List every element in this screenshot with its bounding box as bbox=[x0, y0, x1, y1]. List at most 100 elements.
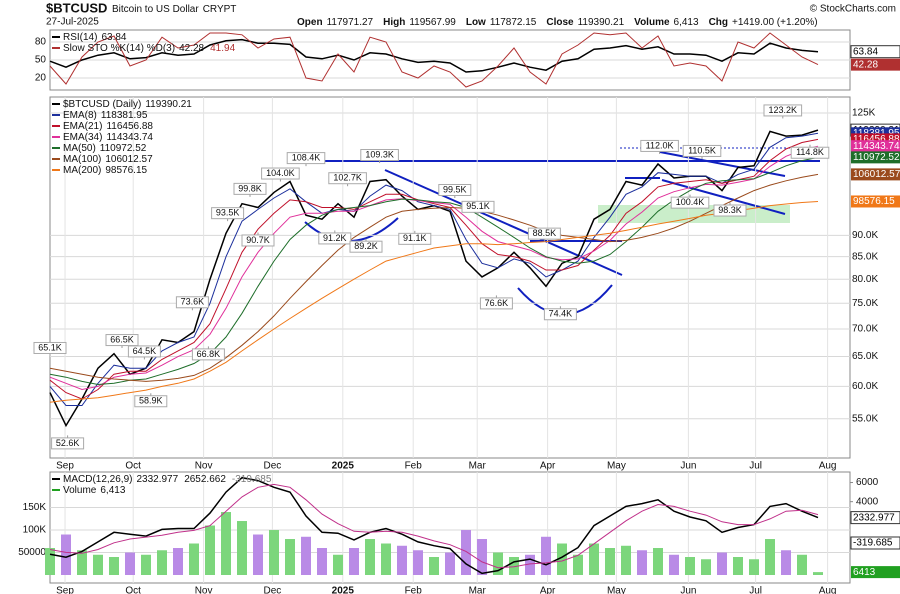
value-box-label: 2332.977 bbox=[853, 512, 895, 523]
legend-value: 2332.977 bbox=[136, 474, 178, 485]
x-tick-label: Aug bbox=[819, 461, 837, 472]
volume-bar bbox=[429, 557, 439, 575]
annotation-label: 88.5K bbox=[533, 228, 557, 238]
volume-bar bbox=[637, 550, 647, 575]
volume-bar bbox=[605, 548, 615, 575]
y-tick-label: 60.0K bbox=[852, 381, 878, 392]
series-line bbox=[49, 173, 819, 382]
value-box bbox=[850, 536, 900, 550]
series-line bbox=[49, 38, 819, 73]
legend-entry: EMA(34) 114343.74 bbox=[63, 132, 153, 143]
annotation-box bbox=[438, 183, 472, 196]
x-tick-label: Feb bbox=[405, 586, 423, 594]
quote-value: 117872.15 bbox=[490, 17, 537, 28]
x-tick-label: Jul bbox=[749, 586, 762, 594]
y-tick-label: 20 bbox=[35, 73, 47, 84]
annotation-box bbox=[479, 297, 513, 310]
date: 27-Jul-2025 bbox=[46, 17, 99, 28]
annotation-box bbox=[360, 149, 399, 162]
annotation-box bbox=[318, 232, 352, 245]
annotation-label: 98.3K bbox=[718, 205, 742, 215]
volume-bar bbox=[93, 554, 103, 575]
value-box-label: 6413 bbox=[853, 567, 876, 578]
value-box-label: 98576.15 bbox=[853, 196, 895, 207]
quote-value: 117971.27 bbox=[327, 17, 374, 28]
value-box bbox=[851, 195, 900, 208]
volume-bar bbox=[557, 543, 567, 575]
annotation-box bbox=[233, 182, 267, 195]
symbol: $BTCUSD bbox=[46, 0, 107, 15]
annotation-label: 100.4K bbox=[676, 197, 705, 207]
series-line bbox=[49, 156, 819, 386]
legend-entry: Volume 6,413 bbox=[63, 485, 126, 496]
annotation-label: 114.8K bbox=[796, 147, 824, 157]
volume-bar bbox=[365, 539, 375, 575]
annotation-box bbox=[51, 437, 85, 450]
volume-bar bbox=[61, 534, 71, 575]
legend-entry: MA(100) 106012.57 bbox=[63, 154, 153, 165]
x-tick-label: Nov bbox=[195, 461, 213, 472]
volume-bar bbox=[413, 550, 423, 575]
volume-bar bbox=[333, 554, 343, 575]
annotation-label: 74.4K bbox=[549, 309, 573, 319]
annotation-box bbox=[349, 240, 383, 253]
quote-label: High bbox=[383, 17, 405, 28]
legend-name: RSI(14) bbox=[63, 32, 97, 43]
legend-value: 116456.88 bbox=[106, 121, 153, 132]
annotation-label: 52.6K bbox=[56, 438, 80, 448]
volume-bar bbox=[141, 554, 151, 575]
legend-name: $BTCUSD (Daily) bbox=[63, 99, 141, 110]
y-tick-label: 80 bbox=[35, 37, 47, 48]
value-box-label: -319.685 bbox=[853, 538, 893, 549]
y-tick-label: 70.0K bbox=[852, 324, 878, 335]
legend-name: MACD(12,26,9) bbox=[63, 474, 132, 485]
annotation-box bbox=[682, 144, 722, 157]
annotation-label: 95.1K bbox=[466, 201, 490, 211]
x-tick-label: Dec bbox=[264, 586, 282, 594]
volume-bar bbox=[301, 536, 311, 575]
legend-value: 6,413 bbox=[100, 485, 125, 496]
legend-name: MA(100) bbox=[63, 154, 101, 165]
annotation-label: 73.6K bbox=[181, 297, 205, 307]
annotation-box bbox=[175, 296, 209, 309]
annotation-box bbox=[713, 204, 747, 217]
annotation-box bbox=[543, 308, 577, 321]
legend-name: MA(200) bbox=[63, 165, 101, 176]
value-box-label: 63.84 bbox=[853, 46, 878, 57]
annotation-box bbox=[211, 207, 245, 220]
quote: Open 117971.27 High 119567.99 Low 117872.15 Cl… bbox=[297, 17, 818, 28]
volume-bar bbox=[157, 550, 167, 575]
annotation-box bbox=[790, 146, 830, 159]
volume-bar bbox=[109, 557, 119, 575]
value-box-label: 106012.57 bbox=[853, 169, 900, 180]
annotation-label: 110.5K bbox=[688, 145, 716, 155]
volume-bar bbox=[573, 554, 583, 575]
x-tick-label: Apr bbox=[540, 586, 556, 594]
legend-entry: $BTCUSD (Daily) 119390.21 bbox=[63, 99, 192, 110]
annotation-label: 89.2K bbox=[354, 241, 378, 251]
annotation-label: 90.7K bbox=[246, 235, 270, 245]
quote-label: Volume bbox=[634, 17, 670, 28]
legend-entry: MACD(12,26,9) 2332.977 2652.662 -319.685 bbox=[63, 474, 272, 485]
annotation-label: 66.8K bbox=[197, 349, 221, 359]
x-tick-label: Sep bbox=[56, 461, 74, 472]
volume-bar bbox=[765, 539, 775, 575]
legend-name: EMA(21) bbox=[63, 121, 102, 132]
legend-value: 63.84 bbox=[101, 32, 126, 43]
trendline bbox=[659, 151, 786, 177]
quote-label: Close bbox=[546, 17, 574, 28]
annotation-box bbox=[670, 196, 710, 209]
volume-bar bbox=[45, 548, 55, 575]
legend-name: EMA(34) bbox=[63, 132, 102, 143]
value-box-label: 116456.88 bbox=[853, 134, 900, 145]
volume-bar bbox=[509, 557, 519, 575]
volume-bar bbox=[781, 550, 791, 575]
legend-value: 2652.662 bbox=[184, 474, 226, 485]
x-tick-label: Dec bbox=[264, 461, 282, 472]
annotation-box bbox=[527, 227, 561, 240]
volume-bar bbox=[205, 525, 215, 575]
volume-bar bbox=[717, 552, 727, 575]
quote-value: 119567.99 bbox=[409, 17, 456, 28]
annotation-label: 104.0K bbox=[266, 168, 295, 178]
